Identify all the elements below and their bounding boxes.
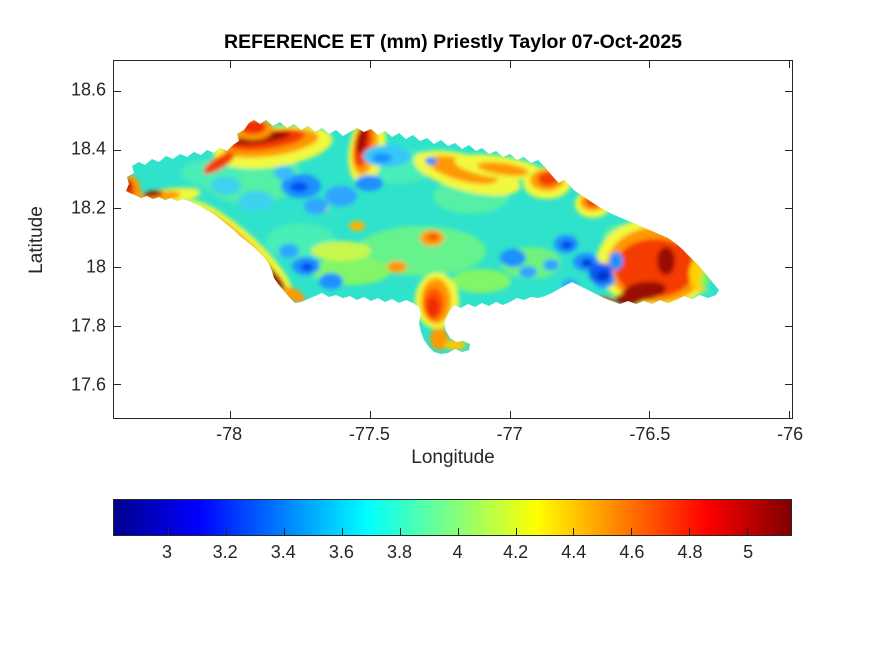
colorbar-tick-mark [689,528,691,535]
y-axis-label: Latitude [26,206,47,274]
colorbar-gradient [114,500,791,535]
colorbar-tick-mark [167,528,169,535]
y-tick-label: 18.4 [70,138,106,159]
y-tick-labels: 17.6 17.8 18 18.2 18.4 18.6 [0,60,106,419]
x-tick-mark [509,411,511,418]
colorbar-tick-label: 3.8 [386,542,412,562]
x-tick-labels: -78 -77.5 -77 -76.5 -76 [113,424,803,446]
y-tick-mark [114,384,121,386]
y-tick-mark-right [785,266,792,268]
y-tick-label: 18.2 [70,197,106,218]
x-tick-mark-top [789,61,791,68]
y-tick-mark-right [785,325,792,327]
y-tick-mark [114,266,121,268]
colorbar-tick-label: 4.4 [561,542,587,562]
colorbar-tick-mark [283,528,285,535]
y-tick-mark [114,90,121,92]
colorbar-tick-label: 4.2 [503,542,529,562]
colorbar-tick-mark [747,528,749,535]
colorbar-tick-label: 4.6 [619,542,645,562]
x-tick-label: -77 [496,424,523,444]
x-axis-label: Longitude [411,447,495,468]
colorbar-tick-mark [515,528,517,535]
y-tick-mark-right [785,149,792,151]
x-tick-mark-top [649,61,651,68]
colorbar-tick-label: 3.6 [328,542,354,562]
contour-blobs [126,120,716,350]
y-tick-label: 17.6 [70,374,106,395]
colorbar-tick-label: 3 [162,542,173,562]
x-tick-mark-top [229,61,231,68]
x-tick-label: -78 [216,424,243,444]
colorbar [113,499,792,536]
colorbar-tick-mark [573,528,575,535]
colorbar-tick-label: 3.4 [270,542,296,562]
colorbar-tick-mark [457,528,459,535]
colorbar-tick-label: 3.2 [212,542,238,562]
y-tick-label: 17.8 [70,315,106,336]
chart-title: REFERENCE ET (mm) Priestly Taylor 07-Oct… [223,31,683,53]
colorbar-tick-mark [341,528,343,535]
x-tick-mark-top [369,61,371,68]
x-tick-mark [369,411,371,418]
x-tick-mark-top [509,61,511,68]
y-tick-label: 18.6 [70,79,106,100]
x-tick-mark [229,411,231,418]
x-tick-label: -77.5 [348,424,390,444]
x-tick-mark [789,411,791,418]
island-fill-group [126,120,719,354]
jamaica-contour-map [126,120,719,354]
y-tick-label: 18 [85,256,106,277]
y-tick-mark [114,149,121,151]
y-tick-mark-right [785,90,792,92]
colorbar-tick-mark [399,528,401,535]
colorbar-tick-label: 4 [452,542,463,562]
colorbar-tick-labels: 3 3.2 3.4 3.6 3.8 4 4.2 4.4 4.6 4.8 5 [113,542,792,564]
colorbar-tick-label: 4.8 [677,542,703,562]
colorbar-tick-label: 5 [743,542,754,562]
colorbar-tick-mark [225,528,227,535]
x-tick-label: -76 [777,424,804,444]
y-tick-mark-right [785,208,792,210]
y-tick-mark [114,208,121,210]
colorbar-tick-mark [631,528,633,535]
x-tick-mark [649,411,651,418]
x-tick-label: -76.5 [629,424,671,444]
y-tick-mark [114,325,121,327]
y-tick-mark-right [785,384,792,386]
plot-area [113,60,793,419]
